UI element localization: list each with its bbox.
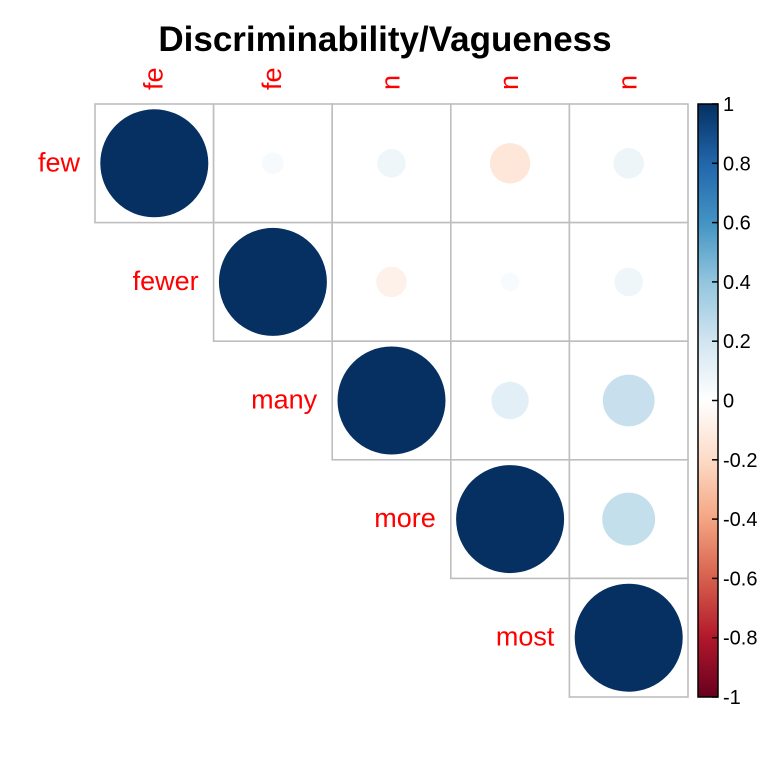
correlation-circle: [377, 149, 406, 178]
matrix-cell: [568, 458, 689, 580]
correlation-circle: [489, 143, 531, 184]
colorbar-tick-label: 0.8: [723, 153, 751, 175]
correlation-circle: [500, 272, 520, 292]
chart-title: Discriminability/Vagueness: [158, 20, 611, 59]
correlation-circle: [491, 381, 529, 420]
matrix-cell: [449, 221, 571, 343]
correlation-circle: [613, 148, 644, 179]
column-label: n: [613, 75, 643, 90]
colorbar-tick-label: 1: [723, 94, 734, 116]
column-label: n: [494, 75, 524, 90]
colorbar-tick-label: 0.4: [723, 272, 751, 294]
correlation-circle: [614, 267, 643, 297]
colorbar: 1 0.8 0.6 0.4 0.2 0 -0.2 -0.4 -0.6 -0.8 -1: [697, 94, 757, 709]
colorbar-tick-label: 0.2: [723, 331, 751, 353]
correlation-circle: [337, 346, 446, 455]
colorbar-tick-label: -0.8: [723, 628, 757, 650]
correlation-circle: [376, 266, 407, 298]
correlation-circle: [100, 109, 209, 218]
column-label: n: [376, 75, 406, 90]
row-label: fewer: [133, 266, 199, 296]
colorbar-tick-label: 0: [723, 391, 734, 413]
matrix-circles: [100, 109, 683, 692]
colorbar-tick-label: -1: [723, 687, 741, 709]
correlation-circle: [602, 374, 655, 427]
correlation-circle: [218, 227, 327, 336]
row-label: most: [496, 622, 555, 652]
correlation-circle: [602, 492, 656, 546]
row-label: more: [374, 503, 436, 533]
row-label: few: [38, 147, 81, 177]
correlation-circle: [456, 465, 565, 574]
column-label: fe: [257, 67, 287, 90]
colorbar-tick-label: -0.6: [723, 568, 757, 590]
column-labels: fe fe n n n: [138, 67, 642, 90]
colorbar-tick-label: 0.6: [723, 213, 751, 235]
column-label: fe: [138, 67, 168, 90]
correlation-circle: [262, 152, 284, 175]
row-labels: few fewer many more most: [38, 147, 555, 651]
colorbar-tick-label: -0.4: [723, 509, 757, 531]
correlation-circle: [574, 583, 683, 692]
colorbar-tick-label: -0.2: [723, 450, 757, 472]
row-label: many: [251, 385, 318, 415]
